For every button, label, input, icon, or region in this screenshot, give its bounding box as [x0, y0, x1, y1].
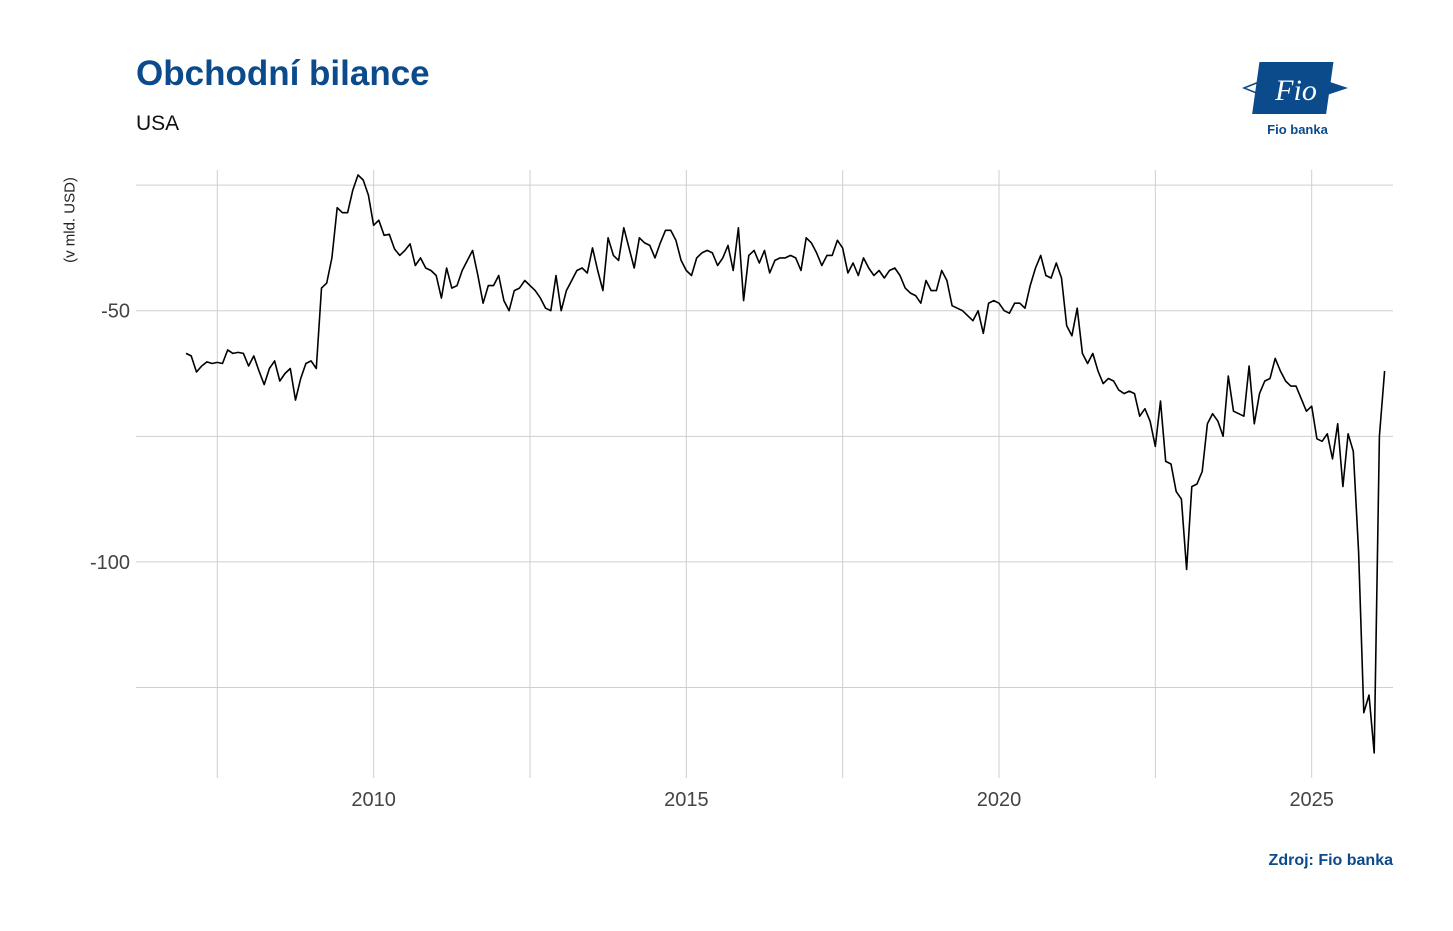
- x-axis-ticks: 2010 2015 2020 2025: [351, 789, 1334, 811]
- y-tick-label: -100: [90, 552, 130, 574]
- source-note: Zdroj: Fio banka: [1268, 852, 1393, 869]
- x-tick-label: 2025: [1289, 789, 1334, 811]
- chart-title: Obchodní bilance: [136, 54, 430, 93]
- x-tick-label: 2020: [977, 789, 1022, 811]
- fio-flag-icon: Fio: [1241, 62, 1348, 114]
- y-axis-ticks: -50 -100: [90, 301, 130, 574]
- x-tick-label: 2010: [351, 789, 396, 811]
- chart-subtitle: USA: [136, 112, 180, 135]
- series-line: [185, 174, 1386, 754]
- logo-mark-text: Fio: [1274, 74, 1317, 107]
- x-tick-label: 2015: [664, 789, 709, 811]
- logo-caption: Fio banka: [1267, 122, 1328, 137]
- grid-lines: [136, 170, 1393, 778]
- y-tick-label: -50: [101, 301, 130, 323]
